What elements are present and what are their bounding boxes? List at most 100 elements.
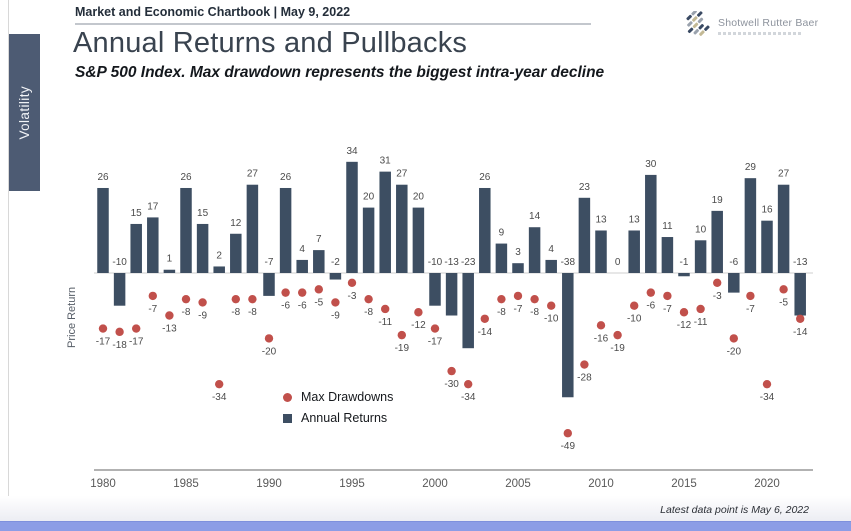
annual-return-label-1981: -10 xyxy=(112,257,127,268)
max-drawdown-label-2022: -14 xyxy=(793,327,808,338)
annual-return-label-2019: 29 xyxy=(745,162,757,173)
annual-return-label-1997: 31 xyxy=(380,156,392,167)
annual-return-bar-2013 xyxy=(645,174,657,273)
max-drawdown-dot-2009 xyxy=(580,360,589,369)
max-drawdown-label-2016: -11 xyxy=(694,317,708,328)
annual-return-label-1984: 1 xyxy=(167,254,173,265)
annual-return-label-1993: 7 xyxy=(316,234,322,245)
max-drawdowns-marker-icon xyxy=(283,392,292,402)
annual-return-label-2007: 4 xyxy=(548,244,554,255)
max-drawdown-dot-2001 xyxy=(447,366,456,376)
annual-return-label-2017: 19 xyxy=(712,195,724,206)
annual-returns-marker-icon xyxy=(283,413,292,423)
max-drawdown-dot-2022 xyxy=(796,314,805,323)
max-drawdown-label-2006: -8 xyxy=(530,307,539,318)
max-drawdown-label-1980: -17 xyxy=(96,337,111,348)
max-drawdown-dot-2008 xyxy=(563,429,572,438)
annual-return-bar-2004 xyxy=(495,243,508,273)
annual-return-bar-2008 xyxy=(562,273,574,398)
max-drawdown-label-1992: -6 xyxy=(298,301,307,312)
annual-return-bar-2002 xyxy=(462,273,474,349)
annual-return-bar-2020 xyxy=(761,220,773,273)
max-drawdown-dot-2005 xyxy=(513,291,523,301)
max-drawdown-label-2010: -16 xyxy=(594,333,609,344)
max-drawdown-dot-2021 xyxy=(779,285,788,294)
max-drawdown-label-2001: -30 xyxy=(444,379,459,390)
max-drawdown-dot-2007 xyxy=(547,301,556,310)
max-drawdown-label-2021: -5 xyxy=(779,297,788,308)
max-drawdown-dot-1995 xyxy=(347,278,357,288)
annual-return-bar-2012 xyxy=(628,230,640,273)
annual-return-bar-1986 xyxy=(196,223,209,273)
max-drawdown-label-2002: -34 xyxy=(461,392,476,403)
annual-return-label-1980: 26 xyxy=(97,172,109,183)
annual-return-label-2010: 13 xyxy=(595,214,607,225)
annual-return-label-2004: 9 xyxy=(499,228,505,239)
annual-return-label-1988: 12 xyxy=(230,218,242,229)
max-drawdown-label-1981: -18 xyxy=(112,340,127,351)
x-tick-1990: 1990 xyxy=(256,478,282,490)
annual-return-label-2008: -38 xyxy=(561,257,576,268)
annual-return-label-2006: 14 xyxy=(529,211,541,222)
annual-return-bar-2021 xyxy=(777,184,790,273)
max-drawdown-label-2014: -7 xyxy=(663,304,672,315)
annual-return-bar-1994 xyxy=(329,273,342,280)
annual-return-bar-2019 xyxy=(744,178,757,273)
annual-return-label-2022: -13 xyxy=(793,257,808,268)
annual-return-label-1995: 34 xyxy=(346,146,358,157)
max-drawdown-dot-1987 xyxy=(215,379,224,389)
max-drawdown-label-1995: -3 xyxy=(348,291,357,302)
x-tick-2015: 2015 xyxy=(671,478,697,490)
annual-return-bar-1984 xyxy=(163,269,176,273)
max-drawdown-label-1986: -9 xyxy=(198,310,207,321)
left-border-line xyxy=(8,0,9,506)
max-drawdown-label-2019: -7 xyxy=(746,304,755,315)
max-drawdown-dot-1981 xyxy=(115,327,124,337)
max-drawdown-dot-1999 xyxy=(414,308,423,317)
sidebar-tab-volatility[interactable]: Volatility xyxy=(9,34,40,191)
legend-label-annual-returns: Annual Returns xyxy=(301,411,388,425)
max-drawdown-dot-2006 xyxy=(530,294,539,304)
max-drawdown-dot-1983 xyxy=(148,291,157,301)
max-drawdown-dot-1980 xyxy=(98,324,108,333)
max-drawdown-label-1991: -6 xyxy=(281,301,290,312)
x-tick-1985: 1985 xyxy=(173,478,199,490)
max-drawdown-dot-1991 xyxy=(281,288,290,297)
annual-return-bar-1982 xyxy=(130,223,142,273)
max-drawdown-label-1982: -17 xyxy=(129,337,144,348)
max-drawdown-dot-1984 xyxy=(165,311,174,320)
annual-return-label-1998: 27 xyxy=(396,169,408,180)
max-drawdown-dot-1989 xyxy=(248,294,257,304)
x-tick-2020: 2020 xyxy=(754,478,780,490)
chartbook-header-label: Market and Economic Chartbook | May 9, 2… xyxy=(75,5,351,19)
annual-return-bar-1989 xyxy=(246,184,259,273)
max-drawdown-dot-2017 xyxy=(713,278,722,288)
annual-return-bar-1992 xyxy=(296,259,308,273)
max-drawdown-label-2003: -14 xyxy=(478,327,493,338)
max-drawdown-label-2017: -3 xyxy=(713,291,722,302)
max-drawdown-label-2015: -12 xyxy=(677,320,692,331)
annual-return-bar-1993 xyxy=(313,250,325,273)
annual-return-bar-2016 xyxy=(694,240,707,273)
max-drawdown-label-2009: -28 xyxy=(577,373,592,384)
max-drawdown-label-1988: -8 xyxy=(231,307,240,318)
max-drawdown-dot-2018 xyxy=(729,334,738,343)
annual-return-bar-2010 xyxy=(595,230,607,273)
legend-label-max-drawdowns: Max Drawdowns xyxy=(301,390,394,404)
max-drawdown-dot-2003 xyxy=(480,314,489,323)
annual-return-label-2018: -6 xyxy=(729,257,738,268)
annual-return-bar-2001 xyxy=(445,273,458,316)
max-drawdown-dot-2010 xyxy=(596,321,606,330)
annual-return-label-2003: 26 xyxy=(479,172,491,183)
max-drawdown-label-1993: -5 xyxy=(314,297,323,308)
annual-return-bar-2003 xyxy=(479,187,491,273)
max-drawdown-label-2011: -19 xyxy=(610,343,625,354)
max-drawdown-dot-1986 xyxy=(198,298,207,307)
max-drawdown-label-1987: -34 xyxy=(212,392,227,403)
annual-return-label-2000: -10 xyxy=(428,257,443,268)
annual-return-label-2001: -13 xyxy=(444,257,459,268)
annual-return-label-1985: 26 xyxy=(180,172,192,183)
annual-return-label-1992: 4 xyxy=(299,244,305,255)
brand-logo: Shotwell Rutter Baer xyxy=(684,11,818,41)
